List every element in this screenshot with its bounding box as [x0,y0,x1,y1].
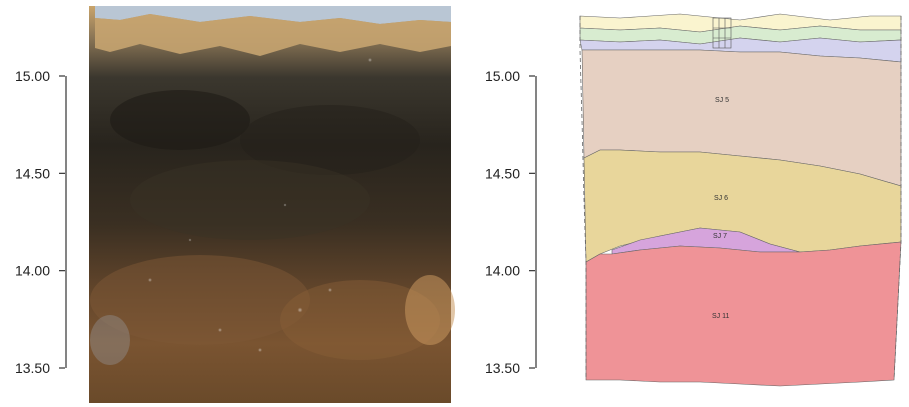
section-marker [712,17,732,49]
right-scale-label: 14.00 [485,263,520,279]
soil-photograph [89,6,455,403]
section-drawing: SJ 5 SJ 6 SJ 7 SJ 11 [579,13,902,387]
section-edge-left [579,16,587,380]
left-scale-label: 14.00 [15,263,50,279]
left-scale-label: 15.00 [15,68,50,84]
left-elevation-scale: 15.00 14.50 14.00 13.50 [15,68,67,376]
right-elevation-scale: 15.00 14.50 14.00 13.50 [485,68,537,376]
label-sj11: SJ 11 [712,313,729,320]
label-sj5: SJ 5 [715,97,729,104]
label-sj6: SJ 6 [714,195,728,202]
right-scale-label: 13.50 [485,360,520,376]
left-scale-label: 13.50 [15,360,50,376]
section-edge-right [893,16,902,381]
layer-sj11 [585,241,902,387]
label-sj7: SJ 7 [713,233,727,240]
left-scale-label: 14.50 [15,165,50,181]
right-scale-label: 14.50 [485,165,520,181]
right-scale-label: 15.00 [485,68,520,84]
